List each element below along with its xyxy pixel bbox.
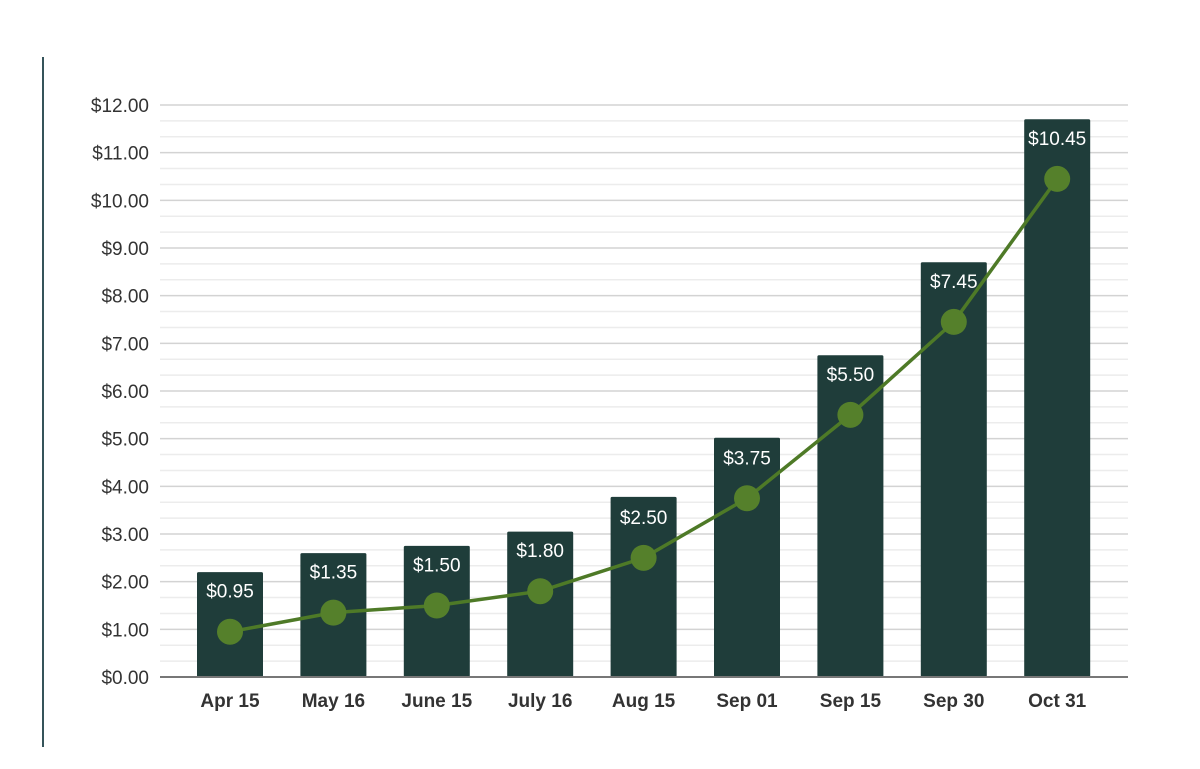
- data-point: [630, 544, 657, 571]
- x-tick-label: Oct 31: [1028, 691, 1087, 712]
- bar: [920, 262, 987, 677]
- line-series: [217, 165, 1071, 645]
- bar: [1024, 119, 1091, 678]
- y-tick-label: $2.00: [101, 573, 149, 594]
- x-tick-label: Sep 15: [820, 691, 882, 712]
- data-labels: $0.95 $1.35 $1.50 $1.80 $2.50 $3.75 $5.50 $7.45…: [206, 129, 1086, 603]
- data-label: $0.95: [206, 582, 254, 603]
- y-axis-ticks: $0.00 $1.00 $2.00 $3.00 $4.00 $5.00 $6.00 $7.00…: [91, 96, 149, 689]
- data-label: $3.75: [723, 448, 771, 469]
- data-point: [940, 308, 967, 335]
- y-tick-label: $7.00: [101, 334, 149, 355]
- x-tick-label: Apr 15: [200, 691, 260, 712]
- y-tick-label: $5.00: [101, 430, 149, 451]
- data-point: [423, 592, 450, 619]
- bar: [714, 437, 780, 677]
- bar-series: [197, 119, 1091, 678]
- bar: [507, 531, 574, 677]
- data-point: [1044, 165, 1071, 192]
- x-tick-label: June 15: [401, 691, 472, 712]
- bar: [610, 496, 677, 677]
- data-label: $7.45: [930, 272, 978, 293]
- y-tick-label: $0.00: [101, 668, 149, 689]
- y-tick-label: $9.00: [101, 239, 149, 260]
- data-label: $2.50: [620, 508, 668, 529]
- data-label: $1.35: [310, 563, 358, 584]
- x-tick-label: July 16: [508, 691, 572, 712]
- data-label: $10.45: [1028, 129, 1086, 150]
- y-tick-label: $1.00: [101, 620, 149, 641]
- x-tick-label: Aug 15: [612, 691, 676, 712]
- y-tick-label: $12.00: [91, 96, 149, 117]
- data-point: [217, 618, 243, 645]
- data-label: $5.50: [827, 365, 875, 386]
- y-tick-label: $11.00: [92, 144, 149, 165]
- y-tick-label: $8.00: [101, 287, 149, 308]
- data-point: [527, 578, 554, 605]
- left-divider: [42, 57, 44, 747]
- y-tick-label: $10.00: [91, 191, 149, 212]
- y-tick-label: $4.00: [101, 477, 149, 498]
- x-tick-label: Sep 30: [923, 691, 984, 712]
- data-label: $1.50: [413, 556, 461, 577]
- y-tick-label: $3.00: [101, 525, 149, 546]
- y-tick-label: $6.00: [101, 382, 149, 403]
- x-tick-label: May 16: [302, 691, 365, 712]
- data-point: [734, 485, 760, 512]
- x-tick-label: Sep 01: [716, 691, 778, 712]
- x-axis-labels: Apr 15 May 16 June 15 July 16 Aug 15 Sep 01 Se…: [200, 691, 1086, 712]
- bar: [817, 355, 884, 677]
- data-label: $1.80: [516, 541, 564, 562]
- data-point: [837, 401, 864, 428]
- data-point: [320, 599, 347, 626]
